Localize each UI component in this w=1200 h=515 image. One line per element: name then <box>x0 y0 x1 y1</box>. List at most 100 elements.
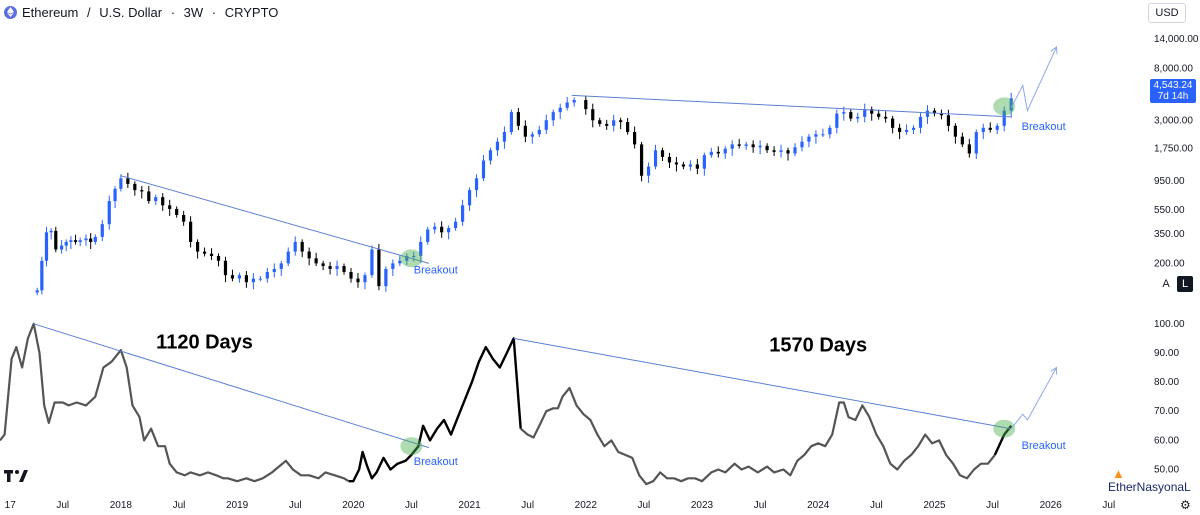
quote-name: U.S. Dollar <box>99 4 163 20</box>
symbol-name: Ethereum <box>22 4 79 20</box>
time-tick-label[interactable]: Jul <box>1102 500 1115 511</box>
candle-body <box>474 178 479 191</box>
days-label: 1120 Days <box>156 332 253 354</box>
candle-body <box>544 120 548 130</box>
candle-body <box>744 144 748 146</box>
candle-body <box>237 275 242 279</box>
candle-body <box>779 150 783 152</box>
oscillator-tick-label: 90.00 <box>1154 348 1179 359</box>
candle-body <box>93 236 97 242</box>
candle-body <box>60 245 64 250</box>
oscillator-line <box>0 322 350 483</box>
candle-body <box>447 228 451 233</box>
breakout-highlight <box>400 249 423 268</box>
oscillator-line-highlight <box>348 337 522 483</box>
candle-body <box>314 258 318 264</box>
candle-body <box>911 127 916 130</box>
candle-body <box>64 241 68 246</box>
candle-body <box>321 263 325 267</box>
price-tick-label: 8,000.00 <box>1154 63 1193 74</box>
candle-body <box>35 290 39 293</box>
candle-body <box>793 147 797 154</box>
time-tick-label[interactable]: 2023 <box>691 500 714 511</box>
time-tick-label[interactable]: 2025 <box>923 500 946 511</box>
candle-body <box>398 260 402 264</box>
candle-body <box>89 238 93 242</box>
candle-body <box>723 148 727 154</box>
candle-body <box>709 151 713 156</box>
time-tick-label[interactable]: 17 <box>5 500 17 511</box>
candle-body <box>279 263 283 269</box>
candle-body <box>551 112 555 121</box>
time-tick-label[interactable]: Jul <box>289 500 302 511</box>
time-tick-label[interactable]: Jul <box>56 500 69 511</box>
candle-body <box>154 197 158 202</box>
time-tick-label[interactable]: Jul <box>638 500 651 511</box>
candle-body <box>653 150 658 167</box>
candle-body <box>69 240 73 242</box>
time-tick-label[interactable]: 2021 <box>458 500 481 511</box>
tradingview-logo[interactable] <box>4 468 32 489</box>
candle-body <box>814 134 818 137</box>
currency-button[interactable]: USD <box>1148 3 1186 23</box>
time-tick-label[interactable]: Jul <box>521 500 534 511</box>
candle-body <box>605 123 609 126</box>
breakout-label: Breakout <box>1022 440 1066 452</box>
time-tick-label[interactable]: 2026 <box>1040 500 1063 511</box>
candle-body <box>175 208 179 215</box>
bar-countdown: 7d 14h <box>1157 91 1189 102</box>
candle-body <box>619 120 623 123</box>
candle-body <box>695 164 699 169</box>
breakout-highlight <box>993 97 1016 116</box>
candle-body <box>223 260 228 276</box>
time-tick-label[interactable]: 2024 <box>807 500 830 511</box>
time-tick-label[interactable]: 2019 <box>226 500 249 511</box>
breakout-label: Breakout <box>414 456 458 468</box>
candle-body <box>182 214 186 222</box>
candle-body <box>384 268 388 287</box>
candle-body <box>835 113 839 128</box>
price-tick-label: 350.00 <box>1154 229 1185 240</box>
time-tick-label[interactable]: 2022 <box>575 500 598 511</box>
candle-body <box>502 132 507 142</box>
candle-body <box>426 229 430 242</box>
time-tick-label[interactable]: Jul <box>986 500 999 511</box>
separator: / <box>83 4 95 20</box>
candle-body <box>230 275 235 279</box>
auto-scale-button[interactable]: A <box>1162 278 1170 290</box>
candle-body <box>667 156 672 163</box>
chart-header[interactable]: Ethereum / U.S. Dollar · 3W · CRYPTO <box>4 3 278 21</box>
candle-body <box>988 127 992 130</box>
candle-body <box>523 125 527 137</box>
exchange-label: CRYPTO <box>224 4 279 20</box>
candle-body <box>842 112 846 114</box>
trendline <box>571 94 1012 118</box>
candle-body <box>405 255 409 261</box>
candle-body <box>440 226 444 233</box>
time-tick-label[interactable]: Jul <box>754 500 767 511</box>
candle-body <box>584 100 588 110</box>
time-tick-label[interactable]: Jul <box>173 500 186 511</box>
brand-watermark: ▲ EtherNasyonaL <box>1108 466 1198 494</box>
time-tick-label[interactable]: Jul <box>405 500 418 511</box>
candle-body <box>765 145 769 151</box>
time-tick-label[interactable]: 2020 <box>342 500 365 511</box>
log-scale-button[interactable]: L <box>1177 276 1193 292</box>
candle-body <box>107 201 111 225</box>
trendline <box>33 323 430 449</box>
price-tick-label: 3,000.00 <box>1154 115 1193 126</box>
oscillator-axis: 100.00 90.00 80.00 70.00 60.00 50.00 <box>1154 319 1185 476</box>
oscillator-tick-label: 50.00 <box>1154 465 1179 476</box>
candle-body <box>433 226 437 230</box>
time-tick-label[interactable]: 2018 <box>110 500 133 511</box>
dot: · <box>208 4 220 20</box>
candle-body <box>1009 98 1013 111</box>
time-tick-label[interactable]: Jul <box>870 500 883 511</box>
oscillator-tick-label: 100.00 <box>1154 319 1185 330</box>
candle-body <box>363 275 367 283</box>
candle-body <box>681 164 686 167</box>
time-axis[interactable]: 17 Jul 2018 Jul 2019 Jul 2020 Jul 2021 Jul 2022 Jul… <box>5 500 1116 511</box>
candle-body <box>995 125 999 130</box>
candle-body <box>786 150 790 154</box>
settings-gear-icon[interactable]: ⚙ <box>1180 498 1191 512</box>
